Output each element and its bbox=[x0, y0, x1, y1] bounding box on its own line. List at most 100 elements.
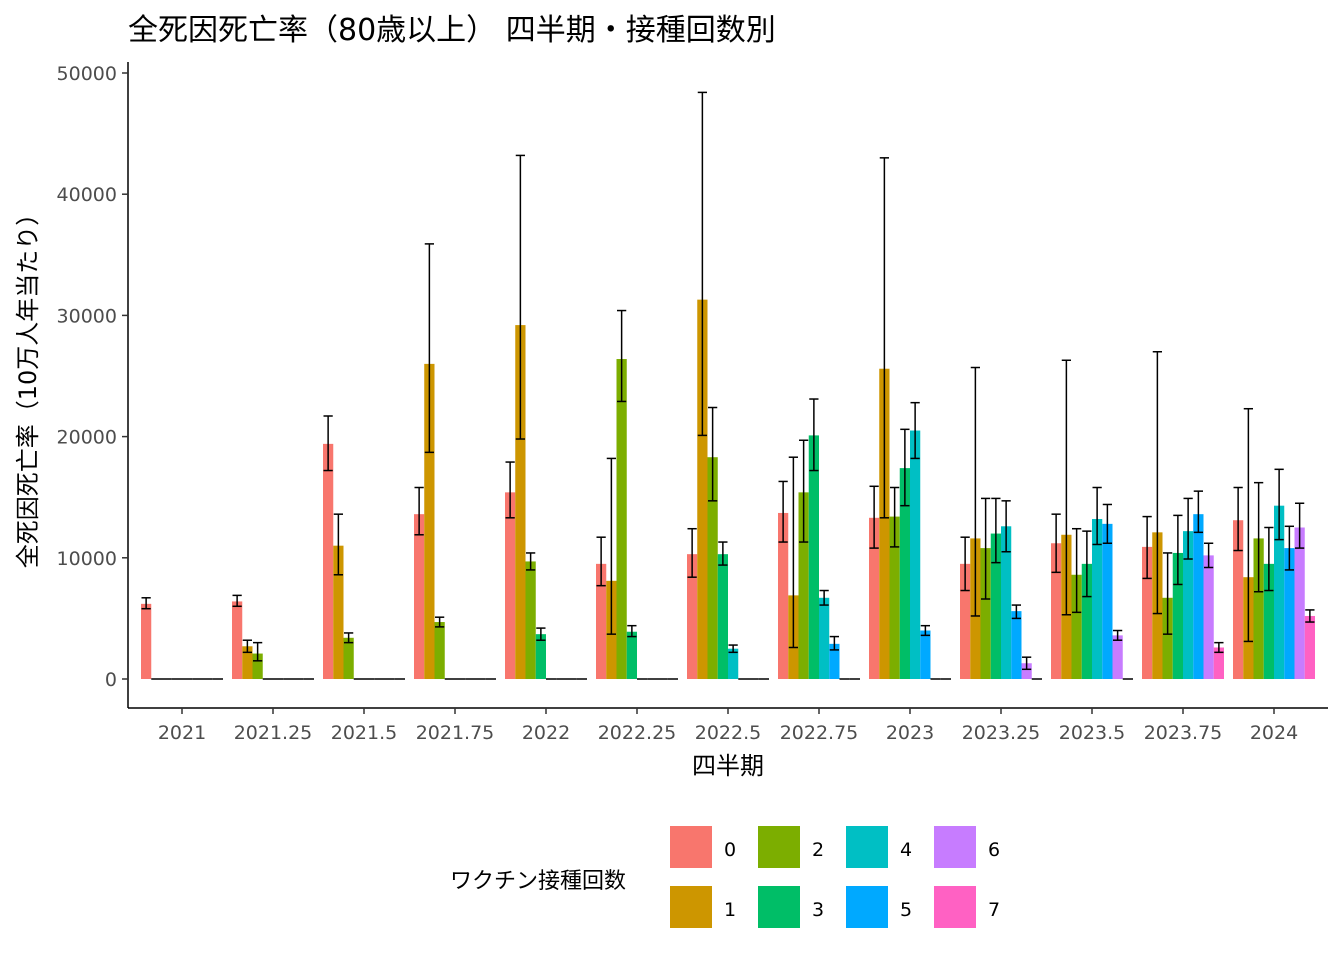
bar bbox=[616, 359, 627, 679]
legend-label: 7 bbox=[988, 899, 1000, 921]
bar bbox=[808, 435, 819, 679]
y-axis-title: 全死因死亡率（10万人年当たり） bbox=[14, 202, 42, 569]
bar bbox=[920, 630, 931, 679]
x-tick-label: 2023.5 bbox=[1059, 722, 1125, 744]
bar bbox=[1102, 523, 1113, 679]
bar bbox=[1021, 663, 1032, 679]
legend-label: 0 bbox=[724, 839, 736, 861]
bar bbox=[626, 631, 637, 679]
bar bbox=[1193, 514, 1204, 679]
x-tick-label: 2023.75 bbox=[1144, 722, 1223, 744]
bar bbox=[1284, 548, 1295, 679]
x-tick-label: 2022 bbox=[522, 722, 570, 744]
x-tick-label: 2021.75 bbox=[416, 722, 495, 744]
y-tick-label: 40000 bbox=[57, 184, 117, 206]
bar bbox=[960, 563, 971, 679]
x-tick-label: 2023 bbox=[886, 722, 934, 744]
legend-key bbox=[670, 886, 712, 928]
chart-title: 全死因死亡率（80歳以上） 四半期・接種回数別 bbox=[128, 13, 776, 48]
bar bbox=[343, 637, 354, 679]
x-ticks: 2021 2021.25 2021.5 2021.75 2022 2022.25 2022.… bbox=[158, 708, 1298, 744]
bar bbox=[1183, 531, 1194, 679]
bar bbox=[1274, 505, 1285, 679]
legend-label: 2 bbox=[812, 839, 824, 861]
bar bbox=[525, 561, 536, 679]
x-tick-label: 2021.5 bbox=[331, 722, 397, 744]
x-tick-label: 2022.5 bbox=[695, 722, 761, 744]
bar bbox=[697, 299, 708, 679]
y-tick-label: 30000 bbox=[57, 305, 117, 327]
legend-key bbox=[758, 886, 800, 928]
bar bbox=[707, 457, 718, 679]
bar bbox=[1263, 563, 1274, 679]
bar bbox=[1213, 647, 1224, 679]
bar bbox=[1092, 519, 1103, 679]
bar bbox=[899, 468, 910, 679]
legend-label: 4 bbox=[900, 839, 912, 861]
plot-area bbox=[141, 91, 1315, 680]
legend-label: 3 bbox=[812, 899, 824, 921]
x-axis-title: 四半期 bbox=[692, 752, 764, 780]
bar bbox=[232, 601, 243, 679]
bar bbox=[596, 563, 607, 679]
legend-title: ワクチン接種回数 bbox=[450, 869, 626, 894]
bar bbox=[889, 516, 900, 679]
bar bbox=[424, 363, 435, 679]
bar bbox=[535, 634, 546, 679]
x-tick-label: 2023.25 bbox=[962, 722, 1041, 744]
bar bbox=[1294, 527, 1305, 679]
bar bbox=[414, 514, 425, 679]
bar bbox=[910, 430, 921, 679]
bar bbox=[829, 643, 840, 679]
bar bbox=[1304, 615, 1315, 679]
x-tick-label: 2024 bbox=[1250, 722, 1298, 744]
bar bbox=[323, 443, 334, 679]
x-tick-label: 2021 bbox=[158, 722, 206, 744]
bar bbox=[1081, 563, 1092, 679]
bar bbox=[1253, 538, 1264, 679]
bar bbox=[505, 492, 516, 679]
bar bbox=[1071, 574, 1082, 679]
bar bbox=[434, 622, 445, 679]
bar bbox=[1051, 543, 1062, 679]
bar bbox=[869, 517, 880, 679]
bar bbox=[1112, 635, 1123, 679]
bar bbox=[798, 492, 809, 679]
legend-key bbox=[934, 826, 976, 868]
bar bbox=[141, 603, 152, 679]
bar bbox=[728, 648, 739, 679]
bar bbox=[1011, 611, 1022, 679]
y-tick-label: 50000 bbox=[57, 63, 117, 85]
legend-key bbox=[846, 886, 888, 928]
x-tick-label: 2022.75 bbox=[780, 722, 859, 744]
bar bbox=[515, 325, 526, 679]
legend-key bbox=[670, 826, 712, 868]
bar bbox=[819, 597, 830, 679]
legend-label: 1 bbox=[724, 899, 736, 921]
bar bbox=[1233, 520, 1244, 679]
bar bbox=[1001, 526, 1012, 679]
bar bbox=[333, 545, 344, 679]
x-tick-label: 2022.25 bbox=[598, 722, 677, 744]
bar bbox=[990, 533, 1001, 679]
bar bbox=[1162, 597, 1173, 679]
legend-key bbox=[846, 826, 888, 868]
bar bbox=[980, 548, 991, 679]
x-tick-label: 2021.25 bbox=[234, 722, 313, 744]
bar bbox=[242, 646, 253, 679]
bar bbox=[1203, 555, 1214, 679]
bar bbox=[717, 554, 728, 679]
legend-key bbox=[758, 826, 800, 868]
legend-key bbox=[934, 886, 976, 928]
legend: ワクチン接種回数 0 1 2 3 4 5 6 7 bbox=[450, 826, 1000, 928]
bar bbox=[879, 368, 890, 679]
y-tick-label: 0 bbox=[105, 669, 117, 691]
y-ticks: 0 10000 20000 30000 40000 50000 bbox=[57, 63, 128, 691]
bar bbox=[1172, 552, 1183, 679]
bar bbox=[252, 653, 263, 679]
bar bbox=[778, 512, 789, 679]
legend-label: 6 bbox=[988, 839, 1000, 861]
y-tick-label: 10000 bbox=[57, 548, 117, 570]
bar bbox=[1142, 546, 1153, 679]
